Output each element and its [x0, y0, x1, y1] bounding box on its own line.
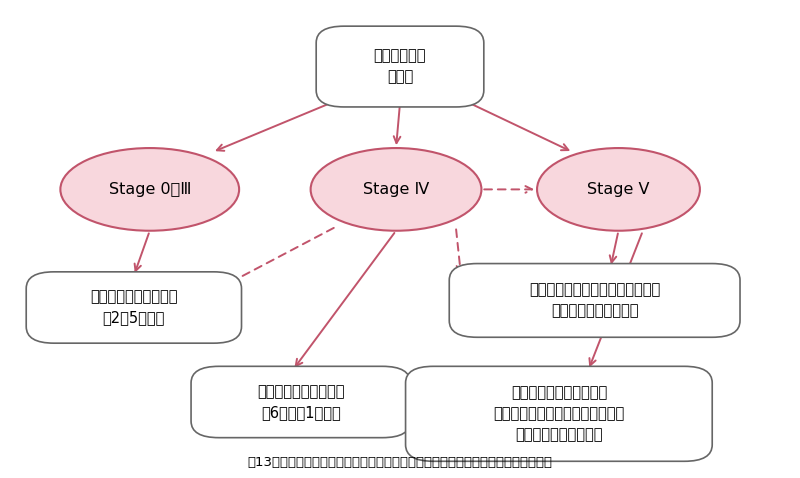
Text: 内視鏡サーベイランス
（2～5年毎）: 内視鏡サーベイランス （2～5年毎）	[90, 290, 178, 326]
Text: Stage Ⅴ: Stage Ⅴ	[587, 182, 650, 197]
FancyBboxPatch shape	[450, 263, 740, 337]
Text: 内視鏡サーベイランス
（6カ月～1年毎）: 内視鏡サーベイランス （6カ月～1年毎）	[257, 384, 345, 420]
Text: Stage 0～Ⅲ: Stage 0～Ⅲ	[109, 182, 191, 197]
Ellipse shape	[537, 148, 700, 231]
FancyBboxPatch shape	[26, 272, 242, 343]
Text: ・幽門輪温存膚頭十二指腸切除術
・膚頭十二指腸切除術: ・幽門輪温存膚頭十二指腸切除術 ・膚頭十二指腸切除術	[529, 282, 660, 318]
Text: ・膚温存十二指腸切除術
・幽門輪温存膚頭十二指腸切除術
・膚頭十二指腸切除術: ・膚温存十二指腸切除術 ・幽門輪温存膚頭十二指腸切除術 ・膚頭十二指腸切除術	[494, 385, 625, 442]
FancyBboxPatch shape	[191, 366, 410, 438]
FancyBboxPatch shape	[406, 366, 712, 461]
Text: Stage Ⅳ: Stage Ⅳ	[363, 182, 429, 197]
Text: ・内視鏡検査
・生検: ・内視鏡検査 ・生検	[374, 49, 426, 85]
Ellipse shape	[60, 148, 239, 231]
Ellipse shape	[310, 148, 482, 231]
FancyBboxPatch shape	[316, 26, 484, 107]
Text: 図13　修正スピゲルマン分類に基づいた十二指腸腺腫のサーベイランス・治療方针: 図13 修正スピゲルマン分類に基づいた十二指腸腺腫のサーベイランス・治療方针	[247, 456, 553, 469]
